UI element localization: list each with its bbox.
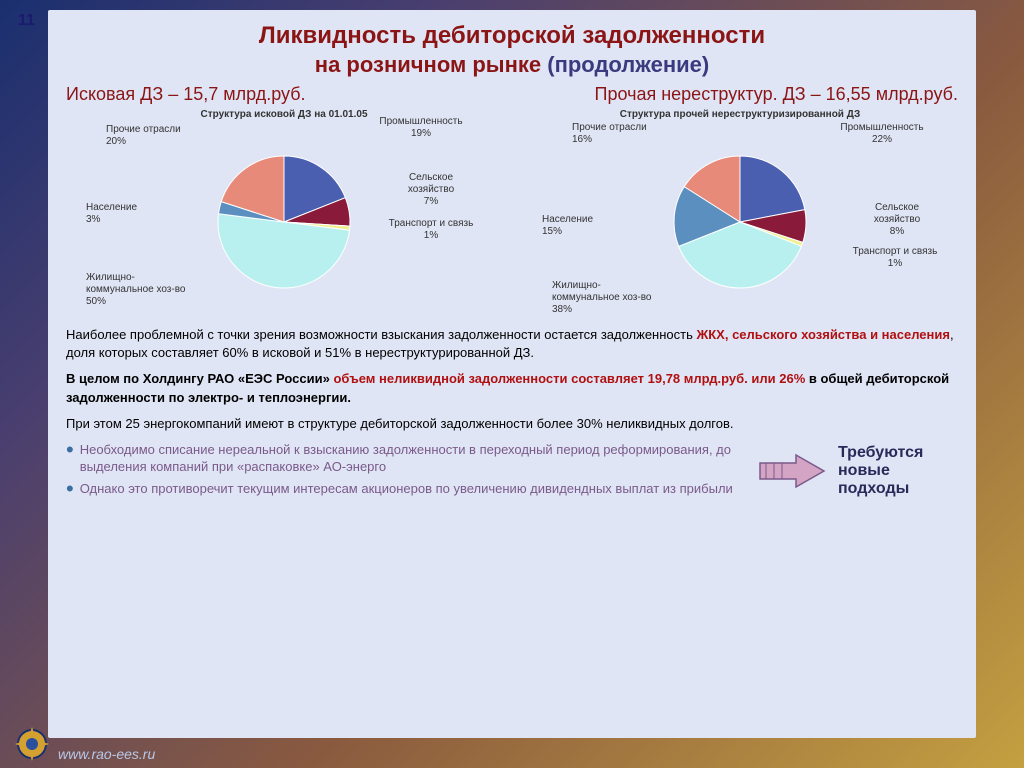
bullet-icon: • (66, 480, 74, 498)
pie-label: Транспорт и связь1% (386, 218, 476, 242)
slide-subtitle: на розничном рынке (продолжение) (66, 52, 958, 78)
bottom-row: •Необходимо списание нереальной к взыска… (66, 441, 958, 502)
body-text: Наиболее проблемной с точки зрения возмо… (66, 326, 958, 433)
pie-label: Жилищно-коммунальное хоз-во38% (552, 280, 662, 316)
charts-row: Исковая ДЗ – 15,7 млрд.руб. Структура ис… (66, 84, 958, 322)
chart2-header: Прочая нереструктур. ДЗ – 16,55 млрд.руб… (522, 84, 958, 105)
result-text: Требуются новые подходы (838, 444, 958, 498)
pie-label: Сельское хозяйство7% (386, 172, 476, 208)
slide-title: Ликвидность дебиторской задолженности (66, 22, 958, 50)
chart-left: Исковая ДЗ – 15,7 млрд.руб. Структура ис… (66, 84, 502, 322)
bullet1: •Необходимо списание нереальной к взыска… (66, 441, 748, 476)
slide-content: Ликвидность дебиторской задолженности на… (48, 10, 976, 738)
pie-label: Промышленность22% (827, 122, 937, 146)
pie-label: Прочие отрасли16% (572, 122, 672, 146)
subtitle-cont: (продолжение) (547, 52, 709, 77)
bullet2: •Однако это противоречит текущим интерес… (66, 480, 748, 498)
para3: При этом 25 энергокомпаний имеют в струк… (66, 415, 958, 433)
pie-label: Сельское хозяйство8% (852, 202, 942, 238)
page-number: 11 (18, 12, 35, 30)
arrow-icon (758, 451, 828, 491)
subtitle-main: на розничном рынке (315, 52, 541, 77)
chart2-pie: Промышленность22% Сельское хозяйство8% Тра… (522, 122, 958, 322)
bullet-icon: • (66, 441, 74, 476)
rao-logo-icon (12, 724, 52, 764)
para1: Наиболее проблемной с точки зрения возмо… (66, 326, 958, 362)
pie-label: Население15% (542, 214, 622, 238)
chart1-header: Исковая ДЗ – 15,7 млрд.руб. (66, 84, 502, 105)
bullets: •Необходимо списание нереальной к взыска… (66, 441, 748, 502)
pie-label: Жилищно-коммунальное хоз-во50% (86, 272, 196, 308)
footer-url: www.rao-ees.ru (58, 746, 155, 762)
chart2-subtitle: Структура прочей нереструктуризированной… (522, 109, 958, 120)
chart-right: Прочая нереструктур. ДЗ – 16,55 млрд.руб… (522, 84, 958, 322)
pie-label: Прочие отрасли20% (106, 124, 206, 148)
chart1-pie: Промышленность19%Сельское хозяйство7%Тра… (66, 122, 502, 322)
pie-label: Транспорт и связь1% (850, 246, 940, 270)
pie-label: Промышленность19% (366, 116, 476, 140)
para2: В целом по Холдингу РАО «ЕЭС России» объ… (66, 370, 958, 406)
pie-label: Население3% (86, 202, 166, 226)
